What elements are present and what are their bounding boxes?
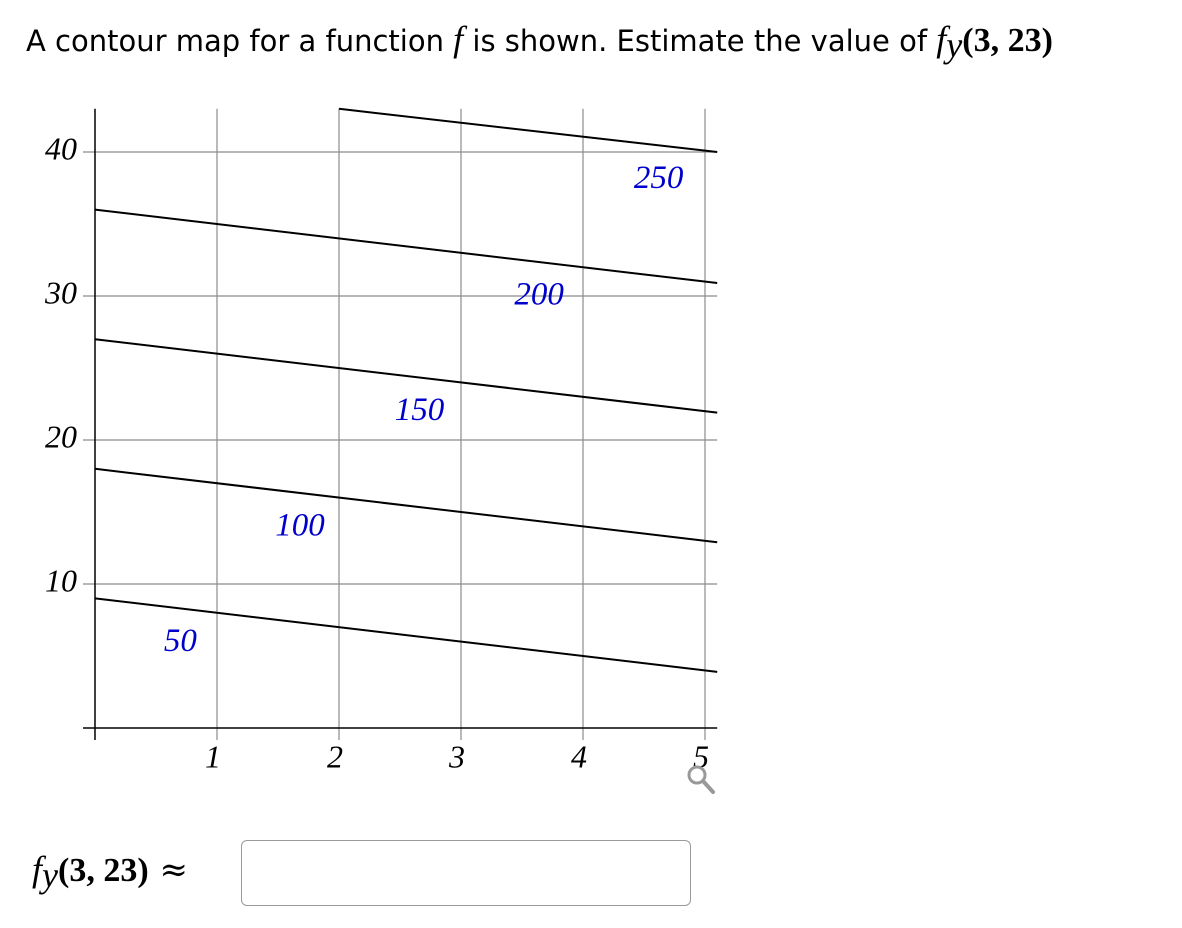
y-tick-label: 10 (45, 562, 77, 598)
math-symbol: f (453, 19, 464, 59)
x-tick-label: 2 (327, 738, 343, 774)
math-relation: ≈ (159, 850, 188, 890)
x-tick-label: 1 (205, 738, 221, 774)
contour-line (94, 597, 718, 673)
y-tick-label: 30 (44, 274, 77, 310)
contour-line (94, 338, 718, 414)
question-text: A contour map for a function (26, 24, 454, 58)
contour-map: 1 2 3 4 5 10 20 30 40 50 100 150 200 250 (44, 107, 718, 774)
zoom-icon[interactable] (684, 762, 720, 798)
question-text: is shown. Estimate the value of (463, 24, 937, 58)
math-args: (3, 23) (962, 22, 1053, 59)
contour-line (94, 208, 718, 285)
x-tick-label: 4 (571, 738, 587, 774)
answer-input[interactable] (241, 840, 691, 906)
answer-label: fy(3, 23) ≈ (32, 848, 188, 896)
math-expression: fy(3, 23) (936, 19, 1053, 65)
y-tick-label: 40 (45, 130, 77, 166)
contour-label: 50 (164, 623, 198, 659)
question: A contour map for a function f is shown.… (26, 18, 1053, 66)
contour-label: 150 (395, 392, 445, 428)
contour-label: 250 (634, 160, 684, 196)
math-args: (3, 23) (58, 852, 149, 889)
contour-line (94, 467, 718, 544)
y-tick-label: 20 (45, 418, 77, 454)
x-tick-label: 3 (448, 738, 465, 774)
zoom-handle (701, 779, 715, 794)
math-symbol: f (32, 849, 43, 889)
contour-label: 100 (275, 508, 325, 544)
math-subscript: y (946, 25, 963, 65)
x-tick-label: 5 (693, 738, 709, 774)
math-symbol: f (936, 19, 947, 59)
zoom-lens (687, 765, 707, 785)
math-subscript: y (42, 855, 58, 895)
contour-label: 200 (514, 277, 564, 313)
contour-line (338, 107, 718, 153)
